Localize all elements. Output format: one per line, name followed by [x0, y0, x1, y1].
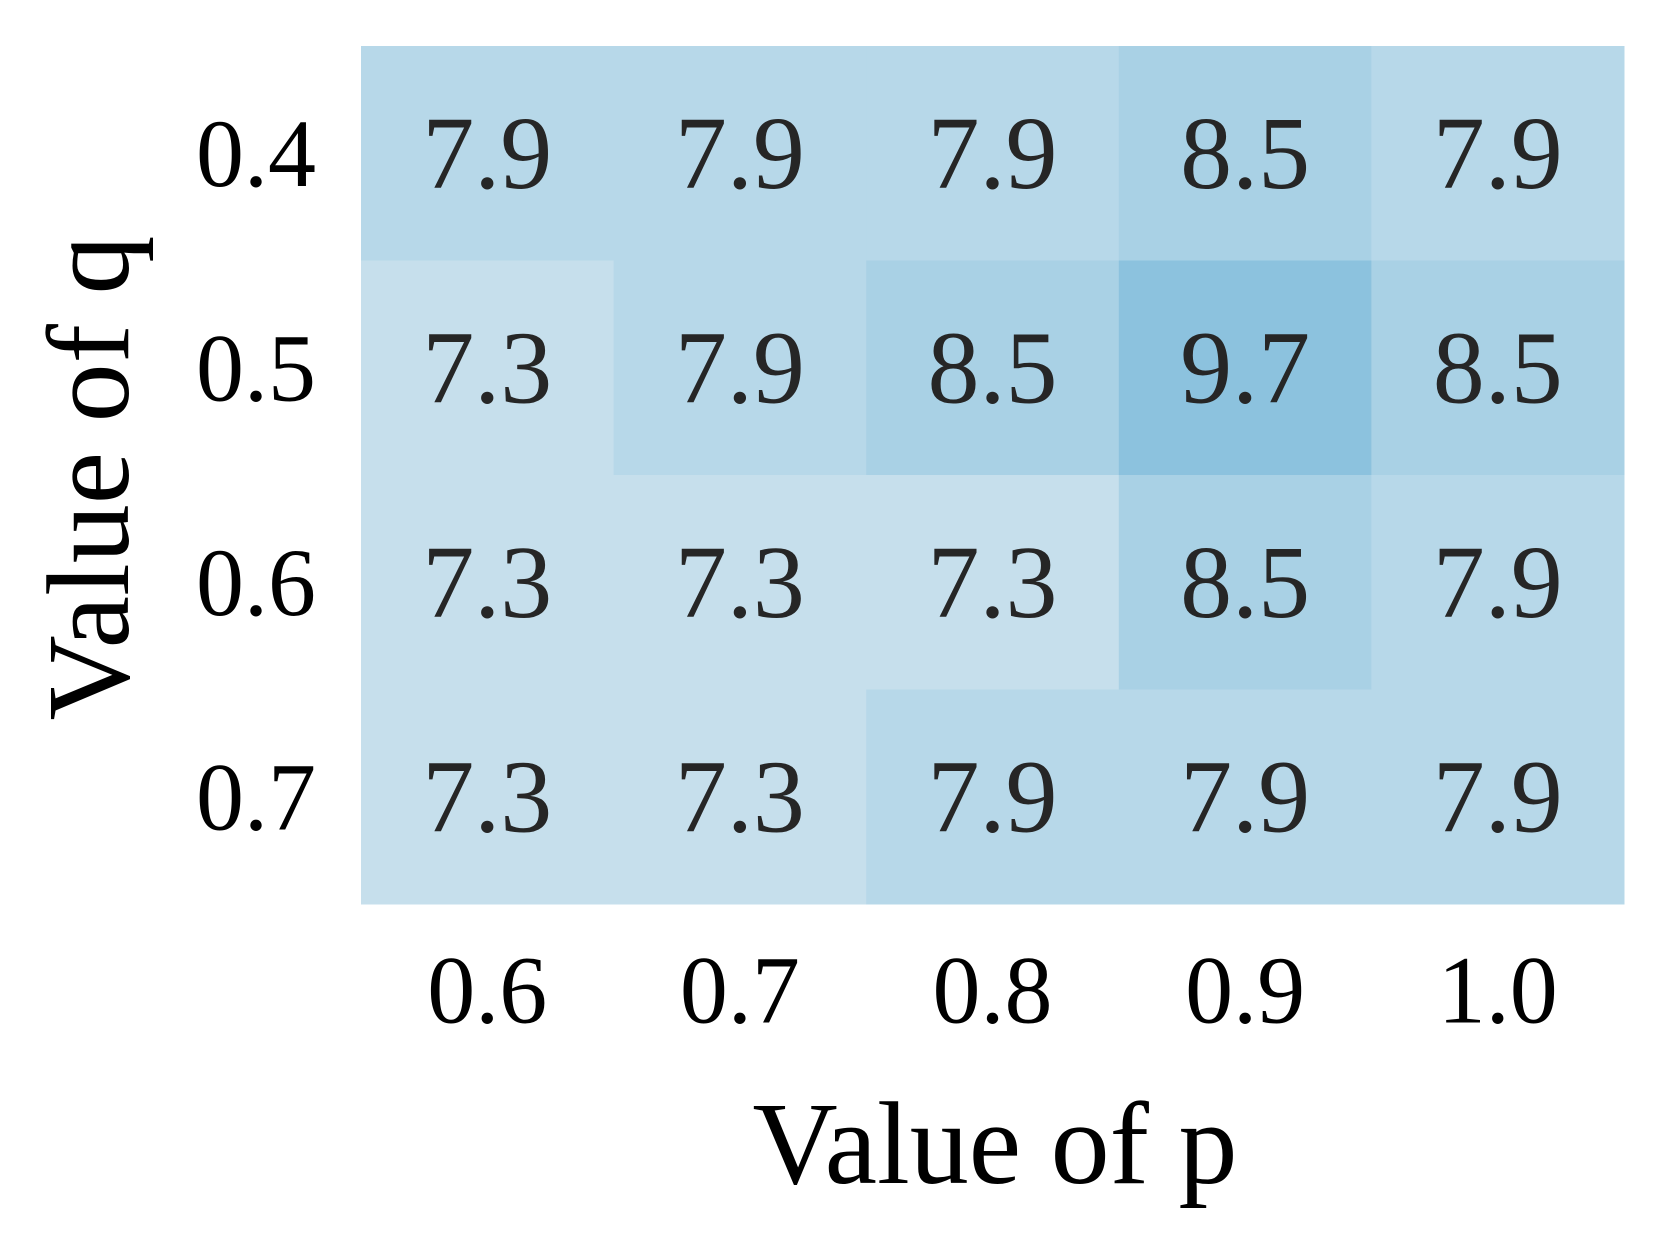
- heatmap-value-r1-c2: 8.5: [928, 310, 1058, 425]
- x-tick-label-3: 0.9: [1185, 937, 1305, 1044]
- heatmap-value-r0-c1: 7.9: [675, 96, 805, 211]
- heatmap-value-r3-c2: 7.9: [928, 739, 1058, 854]
- heatmap-cell-r2-c0: [361, 475, 615, 690]
- heatmap-cell-r1-c1: [613, 260, 867, 476]
- heatmap-cell-r3-c4: [1371, 689, 1625, 905]
- x-tick-label-2: 0.8: [933, 937, 1053, 1044]
- heatmap-value-r1-c3: 9.7: [1180, 310, 1310, 425]
- heatmap-value-r3-c4: 7.9: [1433, 739, 1563, 854]
- y-tick-label-3: 0.7: [196, 743, 316, 850]
- heatmap-value-r2-c1: 7.3: [675, 525, 805, 640]
- heatmap-cell-r0-c4: [1371, 46, 1625, 261]
- y-axis-label: Value of q: [23, 236, 154, 721]
- heatmap-cell-r0-c3: [1118, 46, 1372, 261]
- x-tick-labels: 0.6 0.7 0.8 0.9 1.0: [427, 937, 1557, 1044]
- heatmap-value-r1-c0: 7.3: [422, 310, 552, 425]
- heatmap-value-r2-c4: 7.9: [1433, 525, 1563, 640]
- heatmap-value-r0-c0: 7.9: [422, 96, 552, 211]
- x-axis-label: Value of p: [753, 1078, 1238, 1209]
- heatmap-cell-labels: 7.9 7.9 7.9 8.5 7.9 7.3 7.9 8.5 9.7 8.5 7.3 7.3 7.3 8…: [422, 96, 1562, 855]
- x-tick-label-1: 0.7: [680, 937, 800, 1044]
- y-tick-label-0: 0.4: [196, 100, 316, 207]
- x-tick-label-0: 0.6: [427, 937, 547, 1044]
- y-tick-label-2: 0.6: [196, 529, 316, 636]
- heatmap-cell-r3-c3: [1118, 689, 1372, 905]
- y-tick-labels: 0.4 0.5 0.6 0.7: [196, 100, 316, 851]
- heatmap-value-r3-c0: 7.3: [422, 739, 552, 854]
- heatmap-value-r2-c2: 7.3: [928, 525, 1058, 640]
- heatmap-cell-r0-c0: [361, 46, 615, 261]
- y-tick-label-1: 0.5: [196, 314, 316, 421]
- heatmap-cell-r1-c4: [1371, 260, 1625, 476]
- heatmap-value-r0-c2: 7.9: [928, 96, 1058, 211]
- heatmap-cell-r2-c3: [1118, 475, 1372, 690]
- heatmap-value-r0-c3: 8.5: [1180, 96, 1310, 211]
- heatmap-cell-r2-c4: [1371, 475, 1625, 690]
- heatmap-cell-r0-c1: [613, 46, 867, 261]
- heatmap-value-r1-c4: 8.5: [1433, 310, 1563, 425]
- heatmap-cell-r0-c2: [866, 46, 1120, 261]
- x-tick-label-4: 1.0: [1438, 937, 1558, 1044]
- heatmap-cell-r1-c3: [1118, 260, 1372, 476]
- heatmap-value-r2-c0: 7.3: [422, 525, 552, 640]
- heatmap-cell-r1-c2: [866, 260, 1120, 476]
- heatmap-cell-r2-c2: [866, 475, 1120, 690]
- heatmap-value-r0-c4: 7.9: [1433, 96, 1563, 211]
- heatmap-value-r3-c1: 7.3: [675, 739, 805, 854]
- heatmap-value-r2-c3: 8.5: [1180, 525, 1310, 640]
- heatmap-cell-r3-c0: [361, 689, 615, 905]
- heatmap-value-r3-c3: 7.9: [1180, 739, 1310, 854]
- heatmap-value-r1-c1: 7.9: [675, 310, 805, 425]
- heatmap-cell-r2-c1: [613, 475, 867, 690]
- heatmap-cell-r3-c2: [866, 689, 1120, 905]
- heatmap-cell-r3-c1: [613, 689, 867, 905]
- heatmap-cell-r1-c0: [361, 260, 615, 476]
- heatmap-cells: [361, 46, 1625, 905]
